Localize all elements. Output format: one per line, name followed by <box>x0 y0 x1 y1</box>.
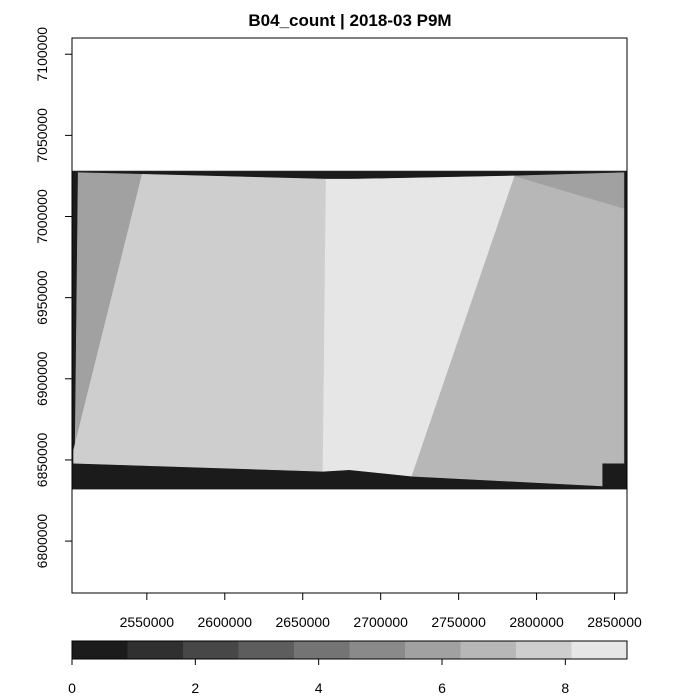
legend-swatch <box>183 641 239 659</box>
y-tick-label: 7100000 <box>34 27 50 82</box>
legend-swatch <box>349 641 406 659</box>
legend-swatch <box>127 641 184 659</box>
y-tick-label: 6900000 <box>34 351 50 406</box>
y-tick-label: 7000000 <box>34 189 50 244</box>
legend-swatch <box>405 641 461 659</box>
legend-swatch <box>460 641 517 659</box>
raster-layer <box>71 170 628 490</box>
x-tick-label: 2650000 <box>275 614 330 630</box>
x-axis: 2550000 2600000 2650000 2700000 2750000 28000… <box>120 593 642 630</box>
y-tick-label: 6850000 <box>34 432 50 487</box>
legend-swatch <box>238 641 295 659</box>
x-tick-label: 2600000 <box>198 614 253 630</box>
y-tick-label: 7050000 <box>34 108 50 163</box>
legend-tick-label: 4 <box>315 680 323 696</box>
x-tick-label: 2850000 <box>587 614 642 630</box>
legend-tick-label: 6 <box>438 680 446 696</box>
x-tick-label: 2550000 <box>120 614 175 630</box>
legend-tick-label: 2 <box>191 680 199 696</box>
x-tick-label: 2800000 <box>509 614 564 630</box>
plot-frame <box>71 37 628 594</box>
y-tick-label: 6800000 <box>34 514 50 569</box>
legend-swatch <box>294 641 350 659</box>
legend-frame <box>71 640 628 660</box>
main-swath-region <box>73 173 327 472</box>
top-right-corner-region <box>514 172 625 209</box>
legend-tick-label: 0 <box>68 680 76 696</box>
legend-swatch <box>72 641 128 659</box>
color-legend: 0 2 4 6 8 <box>68 640 628 696</box>
x-tick-label: 2750000 <box>431 614 486 630</box>
legend-tick-label: 8 <box>561 680 569 696</box>
legend-swatch <box>516 641 572 659</box>
y-tick-label: 6950000 <box>34 270 50 325</box>
legend-swatch <box>571 641 628 659</box>
x-tick-label: 2700000 <box>353 614 408 630</box>
y-axis: 6800000 6850000 6900000 6950000 7000000 70500… <box>34 27 72 569</box>
chart-title: B04_count | 2018-03 P9M <box>248 11 451 30</box>
overlap-strip-region <box>322 178 353 472</box>
